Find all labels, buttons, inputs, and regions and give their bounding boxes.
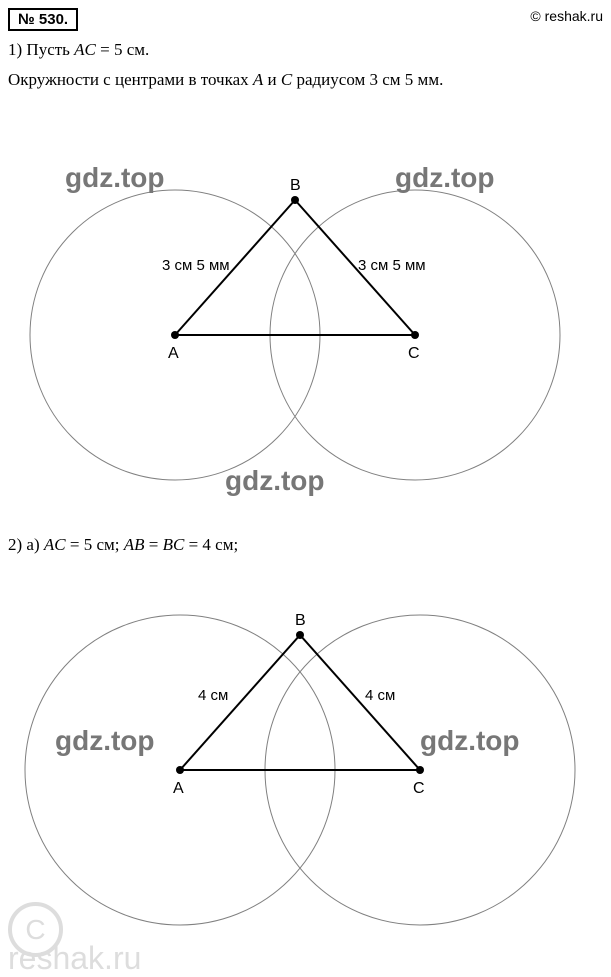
edge-label-left-2: 4 см: [198, 687, 228, 704]
point-a-2: [176, 766, 184, 774]
label-a: A: [168, 345, 179, 362]
line2-prefix: Окружности с центрами в точках: [8, 70, 253, 89]
label-c: C: [408, 345, 420, 362]
line3-bc: BC: [163, 535, 185, 554]
line3-ac-val: = 5 см;: [66, 535, 124, 554]
line3-ab: AB: [124, 535, 145, 554]
point-a: [171, 331, 179, 339]
edge-label-left: 3 см 5 мм: [162, 257, 230, 274]
text-line-2: Окружности с центрами в точках A и C рад…: [8, 70, 443, 90]
label-a-2: A: [173, 780, 184, 797]
diagram-2-svg: A B C 4 см 4 см: [0, 580, 611, 950]
point-b: [291, 196, 299, 204]
line2-c: C: [281, 70, 292, 89]
line3-bc-val: = 4 см;: [184, 535, 238, 554]
text-line-3: 2) а) AC = 5 см; AB = BC = 4 см;: [8, 535, 238, 555]
line-bc-2: [300, 635, 420, 770]
footer-watermark: reshak.ru: [8, 940, 141, 977]
line1-eq: = 5 см.: [96, 40, 149, 59]
line1-prefix: 1) Пусть: [8, 40, 74, 59]
point-b-2: [296, 631, 304, 639]
diagram-1-svg: A B C 3 см 5 мм 3 см 5 мм: [0, 120, 611, 500]
diagram-1: A B C 3 см 5 мм 3 см 5 мм gdz.top gdz.to…: [0, 120, 611, 500]
copyright-header: © reshak.ru: [530, 8, 603, 24]
line1-var: AC: [74, 40, 96, 59]
line2-mid: и: [263, 70, 281, 89]
line2-a: A: [253, 70, 263, 89]
text-line-1: 1) Пусть AC = 5 см.: [8, 40, 149, 60]
line3-prefix: 2) а): [8, 535, 44, 554]
line3-eq2: =: [145, 535, 163, 554]
edge-label-right-2: 4 см: [365, 687, 395, 704]
diagram-2: A B C 4 см 4 см gdz.top gdz.top: [0, 580, 611, 950]
line3-ac: AC: [44, 535, 66, 554]
line2-suffix: радиусом 3 см 5 мм.: [292, 70, 443, 89]
point-c: [411, 331, 419, 339]
problem-number: № 530.: [8, 8, 78, 31]
label-c-2: C: [413, 780, 425, 797]
label-b-2: B: [295, 612, 306, 629]
edge-label-right: 3 см 5 мм: [358, 257, 426, 274]
point-c-2: [416, 766, 424, 774]
label-b: B: [290, 177, 301, 194]
